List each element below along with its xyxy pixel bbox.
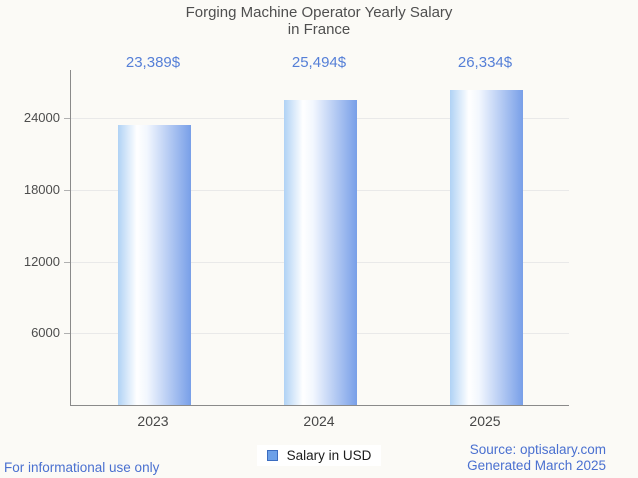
bar-2024 xyxy=(283,100,357,405)
x-axis-label-2025: 2025 xyxy=(469,413,501,429)
x-axis-label-2024: 2024 xyxy=(303,413,335,429)
chart-title-line1: Forging Machine Operator Yearly Salary xyxy=(185,4,453,21)
source-text: Source: optisalary.com xyxy=(469,442,606,457)
tick-6000 xyxy=(64,333,70,335)
chart-title: Forging Machine Operator Yearly Salary i… xyxy=(0,4,638,38)
tick-24000 xyxy=(64,118,70,119)
source-block: Source: optisalary.com Generated March 2… xyxy=(467,442,606,474)
y-axis-label-6000: 6000 xyxy=(31,325,60,341)
tick-12000 xyxy=(64,261,70,263)
value-label-2023: 23,389$ xyxy=(125,54,181,71)
tick-18000 xyxy=(64,189,70,191)
bar-2023 xyxy=(117,125,191,405)
bar-2025 xyxy=(449,90,523,405)
legend: Salary in USD xyxy=(0,445,638,466)
generated-text: Generated March 2025 xyxy=(467,458,606,473)
y-axis-label-24000: 24000 xyxy=(23,110,60,125)
y-axis-label-12000: 12000 xyxy=(23,253,60,269)
plot-area xyxy=(64,70,569,406)
chart-title-line2: in France xyxy=(287,21,351,38)
x-axis-label-2023: 2023 xyxy=(137,413,169,429)
legend-swatch-square-icon xyxy=(266,450,278,461)
legend-box: Salary in USD xyxy=(256,445,382,466)
disclaimer-text: For informational use only xyxy=(4,460,160,475)
y-axis-label-18000: 18000 xyxy=(23,181,60,197)
legend-label: Salary in USD xyxy=(286,448,372,463)
value-label-2024: 25,494$ xyxy=(291,54,347,71)
value-label-2025: 26,334$ xyxy=(457,54,513,71)
